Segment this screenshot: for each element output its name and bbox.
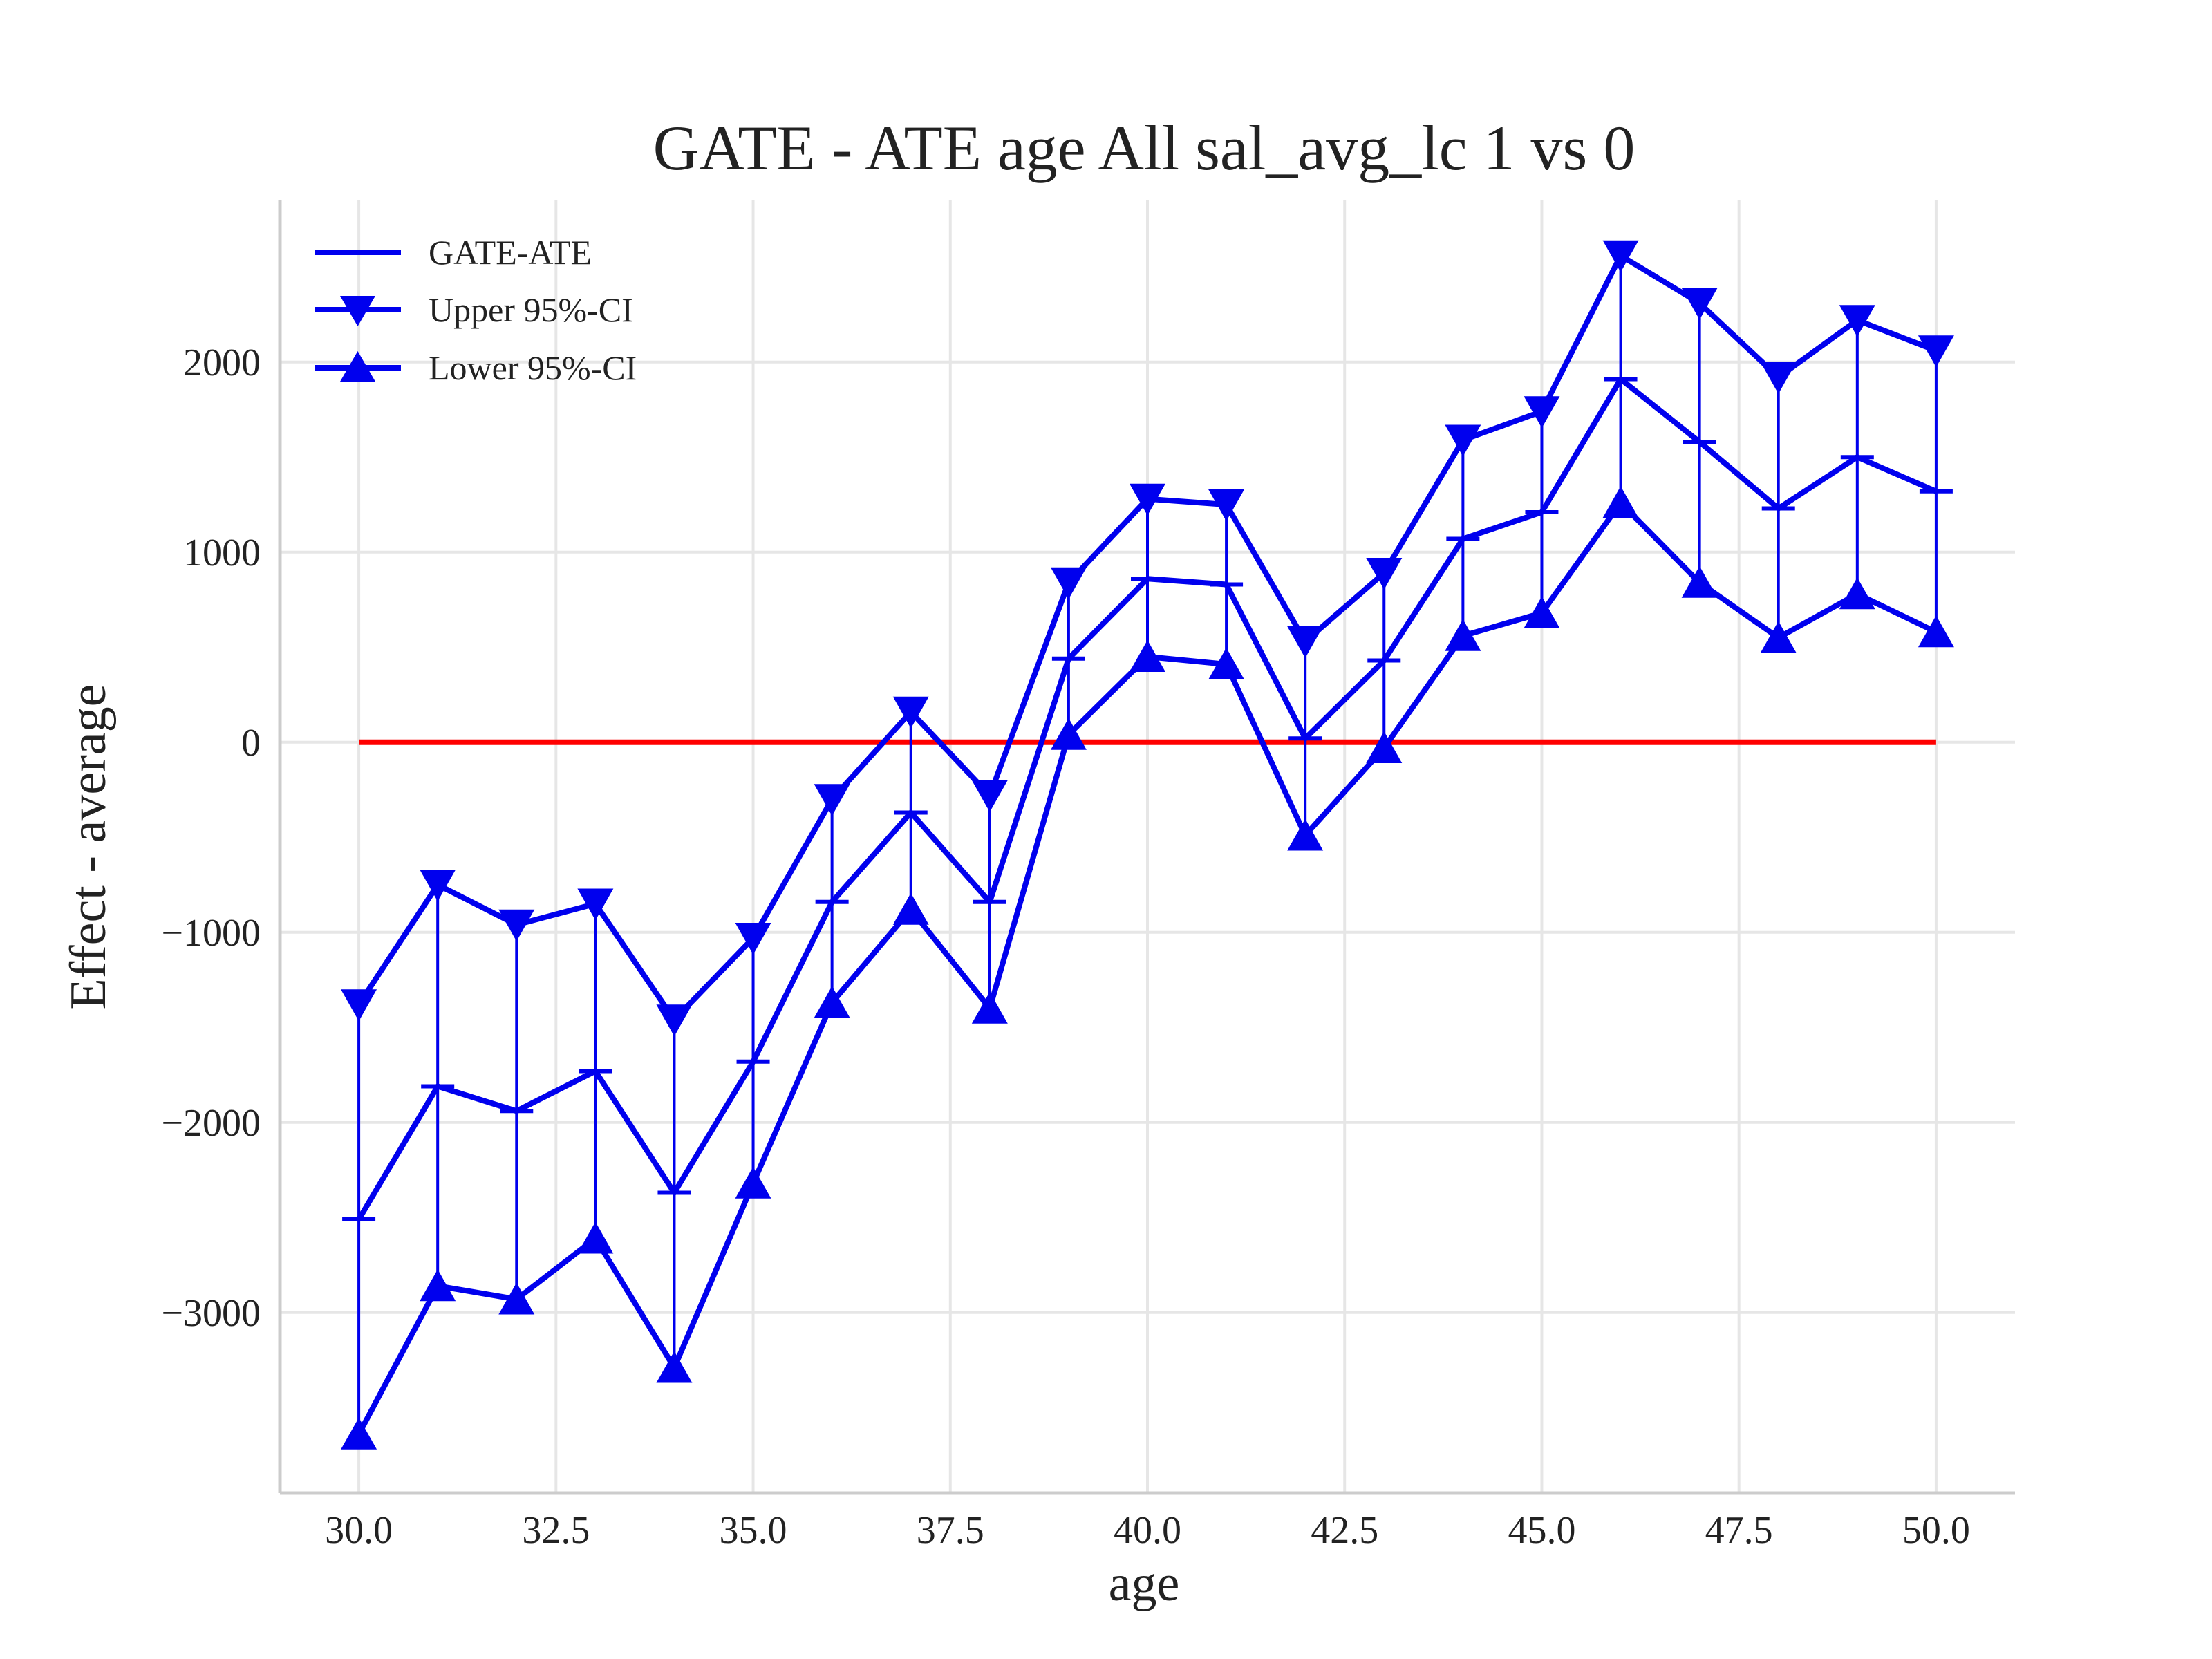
point-lower-ci <box>1839 577 1875 610</box>
point-upper-ci <box>1208 489 1245 521</box>
point-upper-ci <box>1524 396 1560 429</box>
point-lower-ci <box>1287 818 1324 851</box>
point-upper-ci <box>1050 567 1087 599</box>
point-upper-ci <box>1130 483 1165 516</box>
point-upper-ci <box>341 989 377 1022</box>
point-upper-ci <box>1918 335 1954 368</box>
y-tick-label: 2000 <box>183 341 261 384</box>
point-lower-ci <box>1681 565 1718 598</box>
x-tick-label: 37.5 <box>917 1509 984 1552</box>
legend-label-upper-ci: Upper 95%-CI <box>429 290 633 329</box>
y-tick-label: 0 <box>241 722 261 765</box>
point-lower-ci <box>1050 718 1087 750</box>
x-tick-label: 50.0 <box>1902 1509 1970 1552</box>
point-lower-ci <box>1208 648 1245 679</box>
y-ticks: −3000 −2000 −1000 0 1000 2000 <box>161 341 261 1335</box>
point-lower-ci <box>1918 615 1954 648</box>
point-lower-ci <box>1366 731 1403 763</box>
legend-label-lower-ci: Lower 95%-CI <box>429 348 637 387</box>
legend-marker-triangle-down-icon <box>340 296 375 326</box>
x-tick-label: 40.0 <box>1114 1509 1181 1552</box>
point-upper-ci <box>656 1004 693 1037</box>
point-upper-ci <box>814 784 850 816</box>
x-tick-label: 30.0 <box>325 1509 393 1552</box>
x-tick-label: 45.0 <box>1508 1509 1575 1552</box>
y-tick-label: −2000 <box>161 1102 261 1145</box>
x-tick-label: 42.5 <box>1311 1509 1378 1552</box>
x-axis-title: age <box>1109 1555 1180 1612</box>
point-upper-ci <box>1839 305 1875 337</box>
axes <box>278 200 2015 1495</box>
x-tick-label: 35.0 <box>720 1509 787 1552</box>
point-lower-ci <box>1445 619 1481 651</box>
point-lower-ci <box>814 986 850 1018</box>
legend-label-gate-ate: GATE-ATE <box>429 233 592 272</box>
x-tick-label: 32.5 <box>522 1509 590 1552</box>
legend-item-gate-ate: GATE-ATE <box>315 233 592 272</box>
point-lower-ci <box>498 1282 535 1315</box>
point-upper-ci <box>1681 288 1718 320</box>
series-markers <box>341 240 1954 1450</box>
chart-title: GATE - ATE age All sal_avg_lc 1 vs 0 <box>653 113 1635 183</box>
point-upper-ci <box>971 780 1008 812</box>
point-lower-ci <box>1524 596 1560 628</box>
point-lower-ci <box>341 1417 377 1450</box>
point-lower-ci <box>892 892 929 925</box>
legend: GATE-ATE Upper 95%-CI Lower 95%-CI <box>315 233 637 387</box>
point-upper-ci <box>1760 362 1797 394</box>
grid <box>280 200 2015 1493</box>
legend-item-lower-ci: Lower 95%-CI <box>315 348 637 387</box>
point-upper-ci <box>498 909 535 941</box>
point-lower-ci <box>656 1351 693 1383</box>
point-lower-ci <box>577 1221 614 1254</box>
y-axis-title: Effect - average <box>60 684 117 1009</box>
point-upper-ci <box>1445 424 1481 457</box>
point-lower-ci <box>735 1166 771 1199</box>
point-lower-ci <box>1602 486 1639 518</box>
legend-marker-triangle-up-icon <box>340 351 375 382</box>
x-tick-label: 47.5 <box>1705 1509 1773 1552</box>
point-upper-ci <box>420 870 456 901</box>
point-upper-ci <box>577 888 614 921</box>
point-upper-ci <box>1602 240 1639 272</box>
point-lower-ci <box>1130 640 1165 672</box>
point-lower-ci <box>1760 621 1797 653</box>
point-upper-ci <box>1366 558 1403 590</box>
point-upper-ci <box>892 696 929 729</box>
x-ticks: 30.0 32.5 35.0 37.5 40.0 42.5 45.0 47.5 50.0 <box>325 1509 1970 1552</box>
y-tick-label: −3000 <box>161 1292 261 1335</box>
point-lower-ci <box>971 991 1008 1024</box>
point-lower-ci <box>420 1269 456 1302</box>
point-upper-ci <box>1287 626 1324 658</box>
y-tick-label: 1000 <box>183 532 261 574</box>
point-upper-ci <box>735 923 771 955</box>
legend-item-upper-ci: Upper 95%-CI <box>315 290 633 329</box>
y-tick-label: −1000 <box>161 912 261 955</box>
